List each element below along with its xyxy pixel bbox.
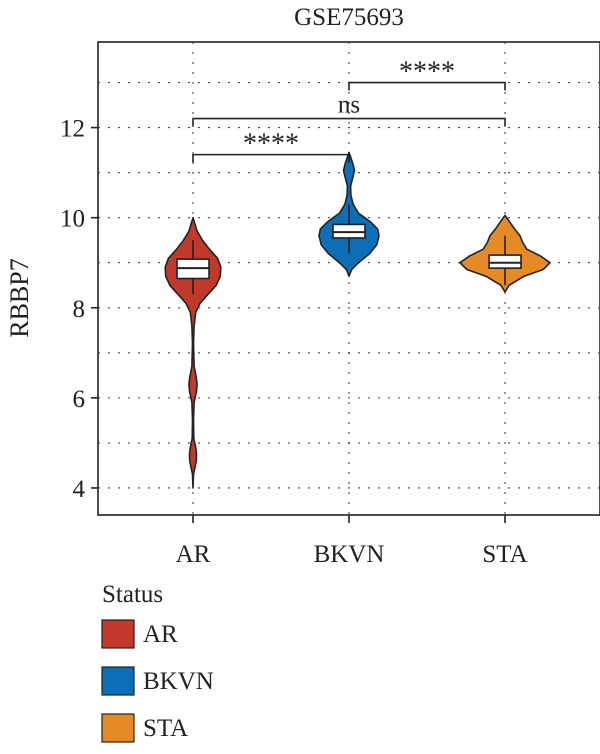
legend-title: Status bbox=[102, 581, 163, 608]
significance-label: **** bbox=[243, 129, 299, 160]
significance-bracket bbox=[192, 117, 506, 127]
plot-area: 4 6 8 10 12 AR BKVN STA **** ns **** bbox=[60, 41, 600, 568]
legend-swatch-sta bbox=[101, 713, 135, 743]
y-tick-label: 10 bbox=[60, 206, 85, 233]
y-tick-label: 8 bbox=[73, 296, 86, 323]
x-tick-label: BKVN bbox=[314, 541, 385, 568]
legend-swatch-ar bbox=[101, 619, 135, 649]
significance-label: ns bbox=[338, 92, 360, 119]
legend-label: STA bbox=[143, 715, 188, 742]
box-sta bbox=[488, 254, 522, 269]
chart-title: GSE75693 bbox=[294, 4, 404, 31]
violin-ar bbox=[164, 216, 222, 489]
legend: Status AR BKVN STA bbox=[101, 581, 214, 743]
y-tick-label: 6 bbox=[73, 386, 86, 413]
significance-label: **** bbox=[399, 57, 455, 88]
significance-bracket bbox=[348, 81, 506, 91]
legend-swatch-bkvn bbox=[101, 666, 135, 696]
significance-bracket bbox=[192, 153, 350, 163]
legend-label: BKVN bbox=[143, 668, 214, 695]
x-tick-label: STA bbox=[482, 541, 527, 568]
y-tick-label: 4 bbox=[73, 476, 86, 503]
y-tick-label: 12 bbox=[60, 116, 85, 143]
legend-label: AR bbox=[143, 621, 178, 648]
y-axis-label: RBBP7 bbox=[5, 258, 34, 338]
x-tick-label: AR bbox=[176, 541, 211, 568]
